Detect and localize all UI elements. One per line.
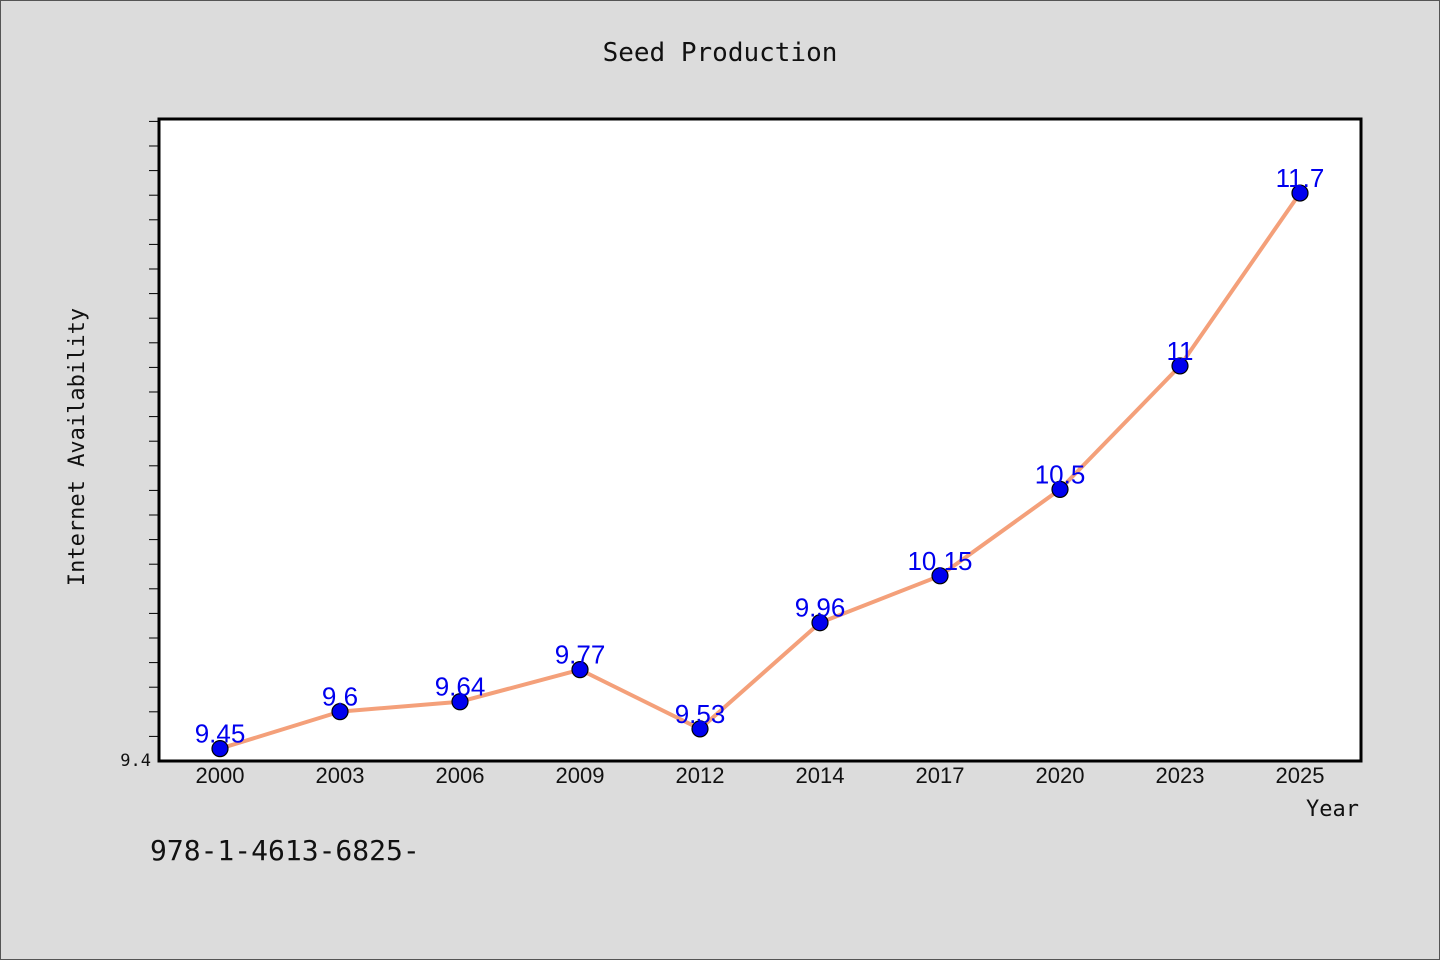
x-tick-label: 2023 <box>1156 763 1205 788</box>
data-label: 10.5 <box>1035 459 1086 489</box>
x-tick-label: 2014 <box>796 763 845 788</box>
data-point <box>571 661 589 679</box>
x-tick-label: 2006 <box>436 763 485 788</box>
data-label: 9.6 <box>322 682 358 712</box>
y-tick-label-min: 9.4 <box>120 751 151 771</box>
x-tick-label: 2009 <box>556 763 605 788</box>
data-label: 11 <box>1167 336 1194 366</box>
data-label: 9.77 <box>555 640 606 670</box>
data-point <box>811 614 829 632</box>
data-point <box>1171 357 1189 375</box>
data-point <box>211 740 229 758</box>
data-label: 9.45 <box>195 719 246 749</box>
data-label: 9.53 <box>675 699 726 729</box>
data-point <box>451 693 469 711</box>
x-tick-label: 2012 <box>676 763 725 788</box>
plot-area <box>157 117 1363 763</box>
data-point <box>331 703 349 721</box>
x-tick-label: 2000 <box>196 763 245 788</box>
data-point <box>691 720 709 738</box>
y-axis-title: Internet Availability <box>65 308 90 586</box>
series-line <box>218 191 1302 751</box>
data-point <box>931 567 949 585</box>
data-point <box>1051 480 1069 498</box>
marker-group <box>211 184 1309 758</box>
data-label: 10.15 <box>907 546 972 576</box>
x-tick-label: 2003 <box>316 763 365 788</box>
x-axis-tick-labels: 2000 2003 2006 2009 2012 2014 2017 2020 2023 2025 <box>196 763 1325 788</box>
x-tick-label: 2025 <box>1276 763 1325 788</box>
series-line-group <box>218 191 1302 751</box>
footer-text: 978-1-4613-6825- <box>150 834 420 867</box>
data-label-group: 9.45 9.6 9.64 9.77 9.53 9.96 10.15 10.5 11 11.7 <box>195 163 1325 749</box>
x-axis-title: Year <box>1306 797 1359 822</box>
data-label: 9.96 <box>795 593 846 623</box>
data-point <box>1291 184 1309 202</box>
x-tick-label: 2017 <box>916 763 965 788</box>
data-label: 9.64 <box>435 672 486 702</box>
y-axis-ticks <box>149 120 159 737</box>
chart-title: Seed Production <box>603 38 838 68</box>
data-label: 11.7 <box>1276 163 1325 193</box>
x-tick-label: 2020 <box>1036 763 1085 788</box>
